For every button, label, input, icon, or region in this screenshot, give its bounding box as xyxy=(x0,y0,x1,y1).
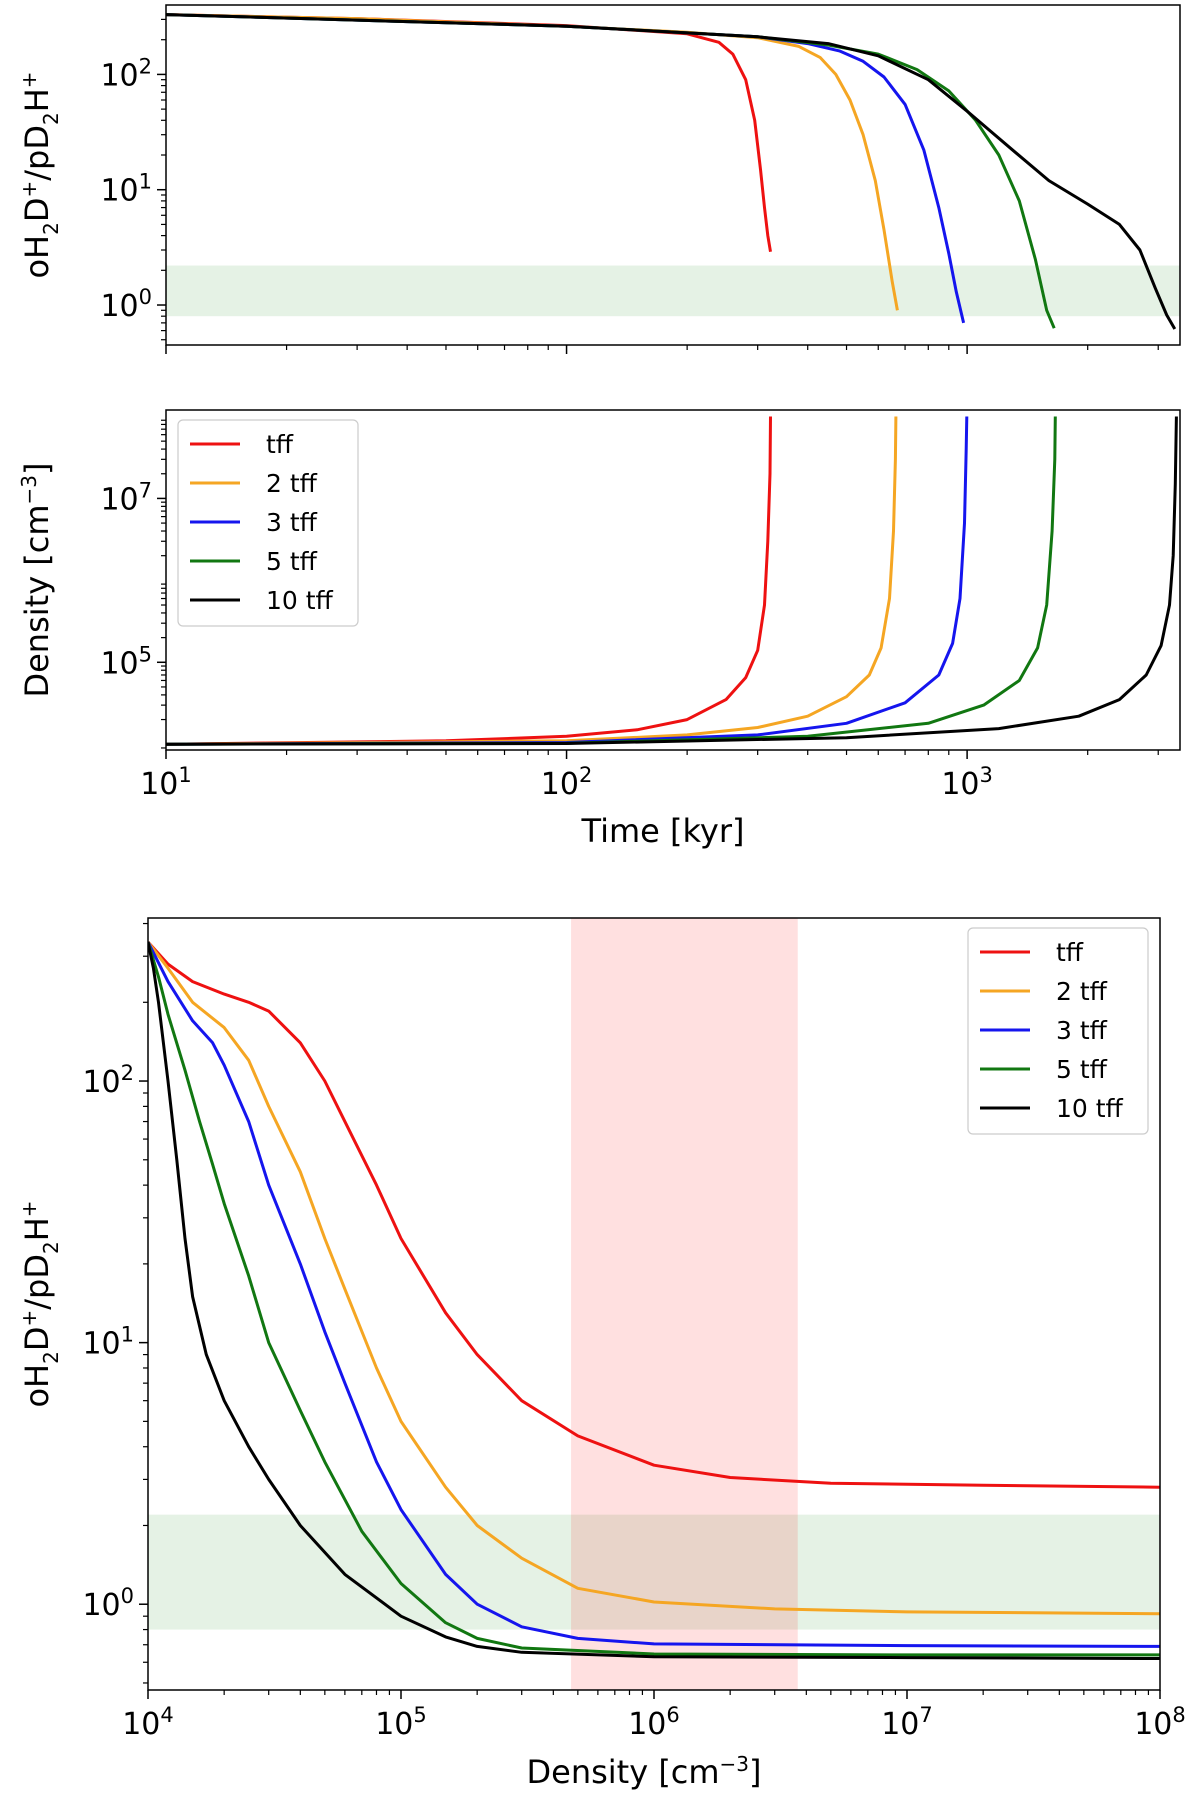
series-line-3-tff xyxy=(148,941,1160,1648)
series-line-3-tff xyxy=(166,416,969,746)
y-tick-label: 101 xyxy=(82,1323,134,1362)
series-line-5-tff xyxy=(166,416,1057,746)
y-axis-label: Density [cm−3] xyxy=(17,462,56,697)
x-tick-label: 107 xyxy=(881,1703,933,1742)
legend-label: 10 tff xyxy=(266,586,334,615)
chart-top: 100 101 102 oH2D+/pD2H+ xyxy=(17,4,1181,354)
series-line-10-tff xyxy=(148,941,1160,1660)
red-band xyxy=(571,918,798,1690)
plot-area xyxy=(166,13,1180,330)
legend-label: 10 tff xyxy=(1056,1094,1124,1123)
y-tick-label: 102 xyxy=(82,1061,134,1100)
legend-label: 5 tff xyxy=(266,547,318,576)
chart-middle: 101 102 103 105 107 Density [cm−3] Time [kyr] t… xyxy=(17,409,1181,850)
series-line-tff xyxy=(166,416,772,746)
green-band xyxy=(148,1514,1160,1630)
y-axis-label: oH2D+/pD2H+ xyxy=(17,71,63,278)
series-line-10-tff xyxy=(166,13,1177,330)
chart-bottom: 104 105 106 107 108 100 101 102 oH2D+/pD2H+ Densi… xyxy=(17,917,1186,1791)
legend-label: 5 tff xyxy=(1056,1055,1108,1084)
legend: tff 2 tff 3 tff 5 tff 10 tff xyxy=(967,927,1149,1135)
plot-area xyxy=(166,416,1178,746)
legend-label: tff xyxy=(1056,938,1084,967)
x-axis-label: Density [cm−3] xyxy=(526,1752,761,1791)
x-tick-label: 105 xyxy=(375,1703,427,1742)
series-line-2-tff xyxy=(166,416,898,746)
legend-label: tff xyxy=(266,430,294,459)
x-tick-label: 106 xyxy=(628,1703,680,1742)
y-tick-label: 100 xyxy=(82,1584,134,1623)
x-tick-label: 103 xyxy=(941,763,993,802)
x-tick-label: 101 xyxy=(140,763,192,802)
series-line-2-tff xyxy=(148,941,1160,1616)
green-band xyxy=(166,265,1180,317)
legend-label: 3 tff xyxy=(1056,1016,1108,1045)
legend-box xyxy=(177,419,359,627)
legend-label: 2 tff xyxy=(266,469,318,498)
axes-frame xyxy=(165,4,1181,346)
y-tick-label: 107 xyxy=(100,478,152,517)
series-line-tff xyxy=(148,940,1160,1489)
x-tick-label: 108 xyxy=(1134,1703,1186,1742)
legend-label: 3 tff xyxy=(266,508,318,537)
y-tick-label: 105 xyxy=(100,642,152,681)
y-tick-label: 102 xyxy=(100,54,152,93)
series-line-tff xyxy=(166,13,772,252)
y-tick-label: 101 xyxy=(100,170,152,209)
y-axis-label: oH2D+/pD2H+ xyxy=(17,1200,63,1407)
legend: tff 2 tff 3 tff 5 tff 10 tff xyxy=(177,419,359,627)
x-tick-label: 104 xyxy=(122,1703,174,1742)
x-axis-label: Time [kyr] xyxy=(581,812,745,850)
legend-box xyxy=(967,927,1149,1135)
axes-frame xyxy=(165,409,1181,751)
plot-area xyxy=(148,918,1160,1690)
y-tick-label: 100 xyxy=(100,285,152,324)
x-tick-label: 102 xyxy=(541,763,593,802)
series-line-5-tff xyxy=(148,941,1160,1657)
legend-label: 2 tff xyxy=(1056,977,1108,1006)
series-line-10-tff xyxy=(166,416,1178,746)
